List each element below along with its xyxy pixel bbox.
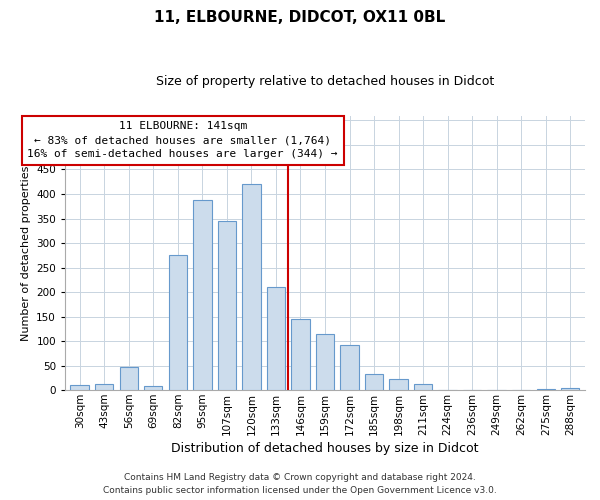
Bar: [414, 384, 433, 390]
Title: Size of property relative to detached houses in Didcot: Size of property relative to detached ho…: [156, 75, 494, 88]
Bar: [340, 345, 359, 390]
Bar: [536, 388, 555, 390]
Bar: [119, 366, 138, 390]
Bar: [95, 384, 113, 390]
Bar: [169, 256, 187, 390]
X-axis label: Distribution of detached houses by size in Didcot: Distribution of detached houses by size …: [171, 442, 479, 455]
Bar: [291, 319, 310, 390]
Y-axis label: Number of detached properties: Number of detached properties: [20, 165, 31, 340]
Bar: [218, 221, 236, 390]
Bar: [389, 380, 408, 390]
Bar: [267, 287, 285, 390]
Text: 11, ELBOURNE, DIDCOT, OX11 0BL: 11, ELBOURNE, DIDCOT, OX11 0BL: [154, 10, 446, 25]
Bar: [316, 334, 334, 390]
Text: Contains HM Land Registry data © Crown copyright and database right 2024.
Contai: Contains HM Land Registry data © Crown c…: [103, 473, 497, 495]
Bar: [242, 184, 260, 390]
Bar: [365, 374, 383, 390]
Bar: [561, 388, 580, 390]
Bar: [70, 385, 89, 390]
Text: 11 ELBOURNE: 141sqm
← 83% of detached houses are smaller (1,764)
16% of semi-det: 11 ELBOURNE: 141sqm ← 83% of detached ho…: [28, 122, 338, 160]
Bar: [193, 200, 212, 390]
Bar: [144, 386, 163, 390]
